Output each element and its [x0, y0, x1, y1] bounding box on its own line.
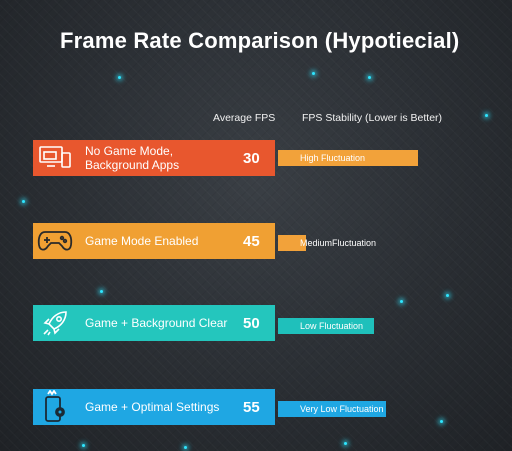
stability-bar: Low Fluctuation — [278, 318, 374, 334]
stability-label: High Fluctuation — [300, 153, 366, 163]
gamepad-icon — [37, 226, 73, 256]
glow-dot — [118, 76, 121, 79]
glow-dot — [312, 72, 315, 75]
glow-dot — [184, 446, 187, 449]
glow-dot — [440, 420, 443, 423]
row-game-mode-enabled: Game Mode Enabled 45 — [33, 223, 275, 259]
phone-settings-icon — [37, 390, 73, 422]
fps-value: 55 — [243, 398, 260, 416]
rocket-icon — [37, 308, 73, 338]
fps-value: 50 — [243, 314, 260, 332]
row-label: Game Mode Enabled — [85, 234, 199, 248]
glow-dot — [344, 442, 347, 445]
glow-dot — [22, 200, 25, 203]
glow-dot — [485, 114, 488, 117]
devices-icon — [37, 143, 73, 173]
stability-bar: Very Low Fluctuation — [278, 401, 386, 417]
chart-title: Frame Rate Comparison (Hypotiecial) — [60, 28, 460, 53]
row-optimal-settings: Game + Optimal Settings 55 — [33, 389, 275, 425]
glow-dot — [82, 444, 85, 447]
row-label: No Game Mode, Background Apps — [85, 144, 180, 172]
row-label: Game + Optimal Settings — [85, 400, 220, 414]
glow-dot — [446, 294, 449, 297]
row-label: Game + Background Clear — [85, 316, 228, 330]
header-average-fps: Average FPS — [213, 112, 276, 124]
row-background-clear: Game + Background Clear 50 — [33, 305, 275, 341]
header-fps-stability: FPS Stability (Lower is Better) — [302, 112, 443, 124]
stability-bar: High Fluctuation — [278, 150, 418, 166]
row-no-game-mode: No Game Mode, Background Apps 30 — [33, 140, 275, 176]
fps-value: 45 — [243, 232, 260, 250]
stability-label: Very Low Fluctuation — [300, 404, 384, 414]
stability-label: Low Fluctuation — [300, 321, 364, 331]
fps-value: 30 — [243, 149, 260, 167]
glow-dot — [400, 300, 403, 303]
glow-dot — [368, 76, 371, 79]
stability-bar: Medium Fluctuation — [278, 235, 376, 251]
glow-dot — [100, 290, 103, 293]
stability-label: Medium Fluctuation — [300, 238, 377, 248]
